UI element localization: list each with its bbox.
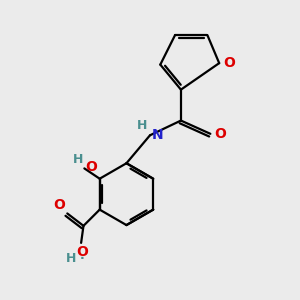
Text: O: O <box>85 160 97 174</box>
Text: ·: · <box>80 252 84 265</box>
Text: H: H <box>66 252 77 265</box>
Text: O: O <box>214 127 226 141</box>
Text: O: O <box>77 245 88 259</box>
Text: N: N <box>152 128 163 142</box>
Text: H: H <box>137 119 148 132</box>
Text: H: H <box>73 153 83 166</box>
Text: O: O <box>224 56 236 70</box>
Text: O: O <box>53 198 65 212</box>
